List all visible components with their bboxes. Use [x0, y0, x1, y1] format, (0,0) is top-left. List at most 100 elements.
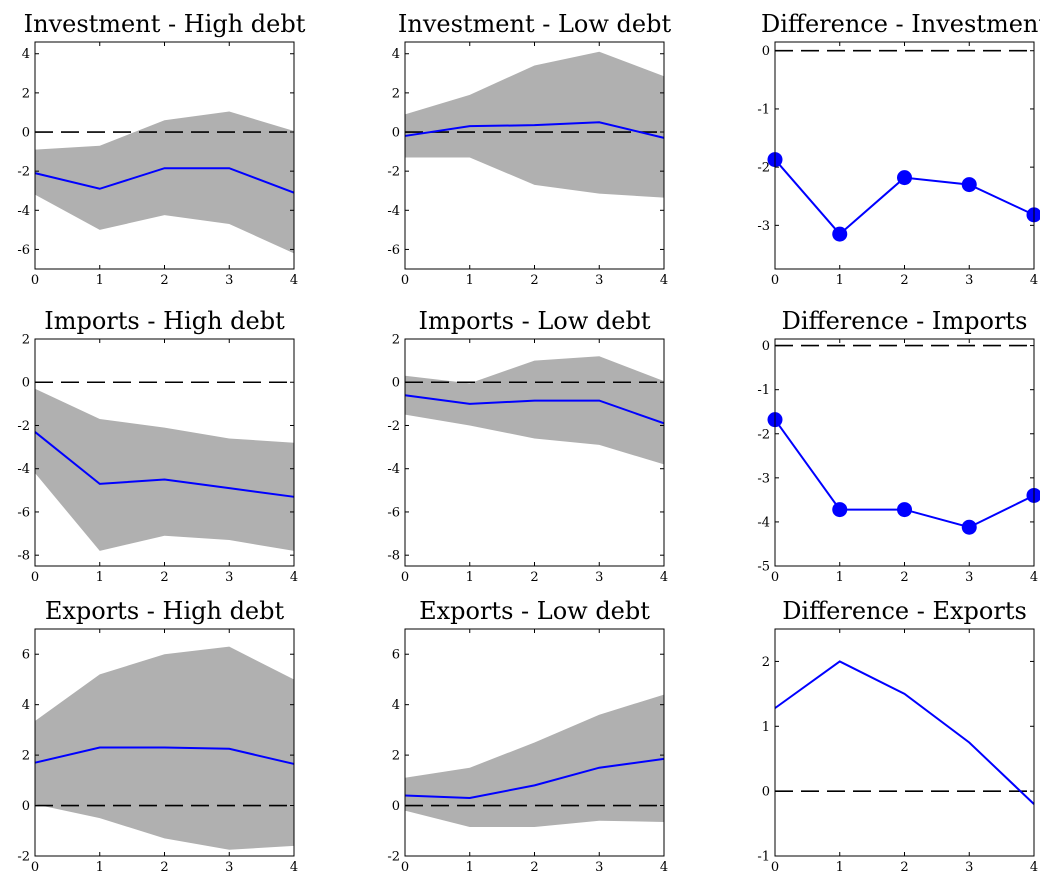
x-tick-label: 1: [466, 860, 474, 873]
confidence-band: [405, 356, 664, 465]
chart-title: Imports - Low debt: [419, 307, 651, 335]
chart-title: Difference - Investment: [761, 10, 1040, 38]
y-tick-label: -4: [387, 204, 400, 219]
x-tick-label: 2: [900, 273, 908, 288]
x-tick-label: 3: [965, 570, 973, 585]
x-tick-label: 2: [160, 860, 168, 873]
series-line: [774, 660, 1035, 805]
y-tick-label: -4: [17, 204, 30, 219]
series-line: [34, 746, 295, 765]
y-tick-label: 6: [392, 648, 400, 663]
data-point: [1026, 207, 1040, 223]
x-tick-label: 0: [31, 570, 39, 585]
x-tick-label: 4: [660, 570, 668, 585]
plot-area: [35, 111, 294, 254]
x-tick-label: 1: [96, 860, 104, 873]
x-tick-label: 4: [660, 273, 668, 288]
y-tick-label: -2: [17, 850, 30, 865]
plot-area: [405, 356, 664, 465]
x-tick-label: 1: [96, 570, 104, 585]
y-tick-label: 0: [762, 339, 770, 354]
x-tick-label: 3: [595, 273, 603, 288]
confidence-band: [35, 111, 294, 254]
y-tick-label: 0: [22, 376, 30, 391]
y-tick-label: 4: [22, 698, 30, 713]
x-tick-label: 3: [225, 570, 233, 585]
y-tick-label: 0: [762, 44, 770, 59]
y-tick-label: 0: [392, 126, 400, 141]
chart-title: Exports - High debt: [45, 597, 285, 625]
y-tick-label: -1: [757, 102, 770, 117]
x-tick-label: 2: [530, 273, 538, 288]
x-tick-label: 3: [595, 860, 603, 873]
chart-title: Investment - High debt: [24, 10, 306, 38]
y-tick-label: 2: [22, 86, 30, 101]
x-tick-label: 4: [1030, 570, 1038, 585]
x-tick-label: 0: [401, 273, 409, 288]
confidence-band: [35, 388, 294, 551]
x-tick-label: 4: [660, 860, 668, 873]
y-tick-label: 4: [392, 47, 400, 62]
y-tick-label: 2: [22, 749, 30, 764]
x-tick-label: 4: [290, 860, 298, 873]
x-tick-label: 1: [836, 273, 844, 288]
data-point: [897, 502, 912, 518]
x-tick-label: 0: [31, 860, 39, 873]
y-tick-label: -6: [387, 243, 400, 258]
data-point: [961, 177, 977, 193]
y-tick-label: 0: [22, 799, 30, 814]
x-tick-label: 1: [466, 273, 474, 288]
x-tick-label: 4: [290, 273, 298, 288]
y-tick-label: -8: [17, 549, 30, 564]
data-point: [832, 226, 848, 242]
y-tick-label: -6: [17, 243, 30, 258]
plot-area: [405, 694, 664, 827]
y-tick-label: -1: [757, 850, 770, 865]
plot-frame: [774, 338, 1035, 567]
y-tick-label: 2: [392, 333, 400, 348]
data-point: [961, 519, 977, 535]
x-tick-label: 2: [160, 273, 168, 288]
y-tick-label: -2: [17, 419, 30, 434]
y-tick-label: -8: [387, 549, 400, 564]
x-tick-label: 0: [401, 860, 409, 873]
y-tick-label: -2: [17, 165, 30, 180]
x-tick-label: 3: [225, 273, 233, 288]
data-point: [897, 170, 912, 186]
x-tick-label: 0: [401, 570, 409, 585]
y-tick-label: 6: [22, 648, 30, 663]
x-tick-label: 2: [530, 570, 538, 585]
x-tick-label: 4: [1030, 273, 1038, 288]
x-tick-label: 3: [965, 273, 973, 288]
y-tick-label: 0: [392, 799, 400, 814]
plot-frame: [774, 628, 1035, 857]
y-tick-label: -6: [17, 505, 30, 520]
x-tick-label: 2: [530, 860, 538, 873]
chart-title: Investment - Low debt: [398, 10, 672, 38]
chart-panel: -8 -6 -4 -2 0 2 0 1 2 3 4 Imports - Low debt: [387, 307, 668, 585]
x-tick-label: 1: [466, 570, 474, 585]
chart-title: Exports - Low debt: [419, 597, 650, 625]
x-tick-label: 2: [160, 570, 168, 585]
x-tick-label: 0: [771, 570, 779, 585]
plot-area: [35, 381, 294, 551]
y-tick-label: 4: [22, 47, 30, 62]
chart-panel: -3 -2 -1 0 0 1 2 3 4 Difference - Investment: [757, 10, 1040, 288]
x-tick-label: 1: [96, 273, 104, 288]
y-tick-label: 2: [22, 333, 30, 348]
y-tick-label: -1: [757, 383, 770, 398]
y-tick-label: -2: [387, 850, 400, 865]
y-tick-label: -2: [757, 161, 770, 176]
data-point: [1026, 487, 1040, 503]
chart-title: Difference - Exports: [782, 597, 1027, 625]
y-tick-label: 0: [22, 126, 30, 141]
x-tick-label: 2: [900, 860, 908, 873]
chart-panel: -8 -6 -4 -2 0 2 0 1 2 3 4 Imports - High debt: [17, 307, 298, 585]
chart-panel: -6 -4 -2 0 2 4 0 1 2 3 4 Investment - High debt: [17, 10, 305, 288]
y-tick-label: 2: [392, 749, 400, 764]
y-tick-label: -2: [387, 419, 400, 434]
y-tick-label: -5: [757, 560, 770, 575]
